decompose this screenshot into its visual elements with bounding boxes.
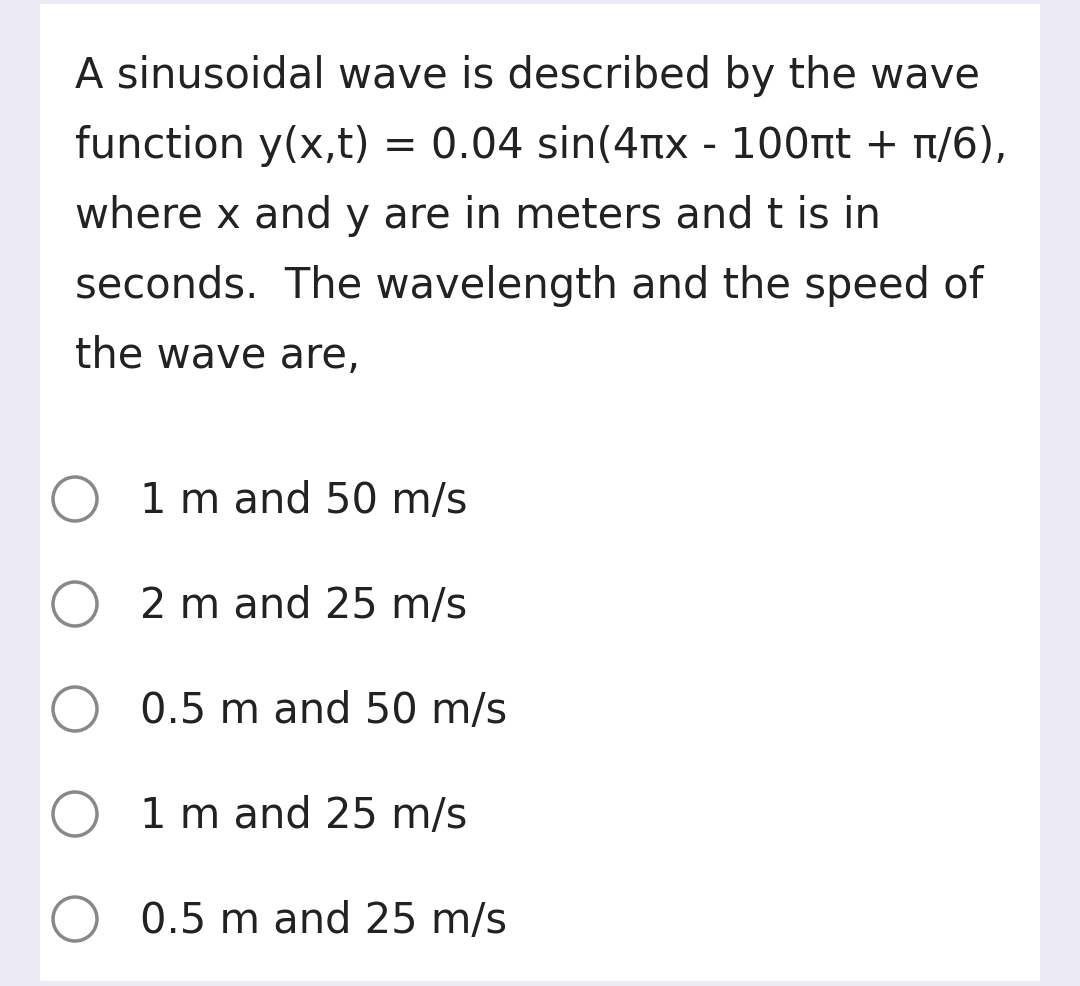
- Text: the wave are,: the wave are,: [75, 334, 361, 377]
- Text: 2 m and 25 m/s: 2 m and 25 m/s: [140, 585, 468, 626]
- Text: 1 m and 25 m/s: 1 m and 25 m/s: [140, 794, 468, 836]
- Text: 0.5 m and 50 m/s: 0.5 m and 50 m/s: [140, 689, 508, 732]
- Text: function y(x,t) = 0.04 sin(4πx - 100πt + π/6),: function y(x,t) = 0.04 sin(4πx - 100πt +…: [75, 125, 1008, 167]
- Text: where x and y are in meters and t is in: where x and y are in meters and t is in: [75, 195, 881, 237]
- Text: 0.5 m and 25 m/s: 0.5 m and 25 m/s: [140, 899, 508, 941]
- Text: seconds.  The wavelength and the speed of: seconds. The wavelength and the speed of: [75, 264, 984, 307]
- Text: A sinusoidal wave is described by the wave: A sinusoidal wave is described by the wa…: [75, 55, 980, 97]
- Text: 1 m and 50 m/s: 1 m and 50 m/s: [140, 479, 468, 522]
